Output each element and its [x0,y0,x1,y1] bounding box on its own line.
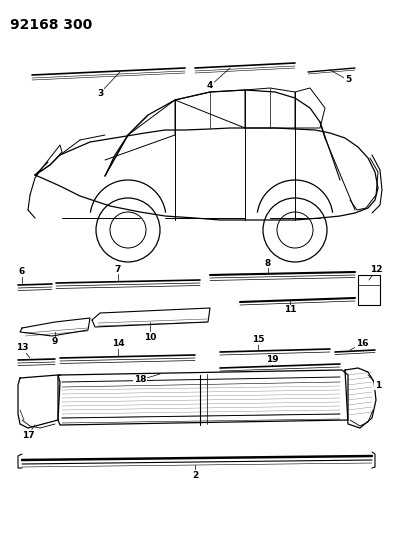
Text: 12: 12 [370,265,382,274]
Text: 6: 6 [19,268,25,277]
Text: 1: 1 [375,381,381,390]
Text: 11: 11 [284,305,296,314]
Bar [358,275,380,305]
Text: 16: 16 [356,340,368,349]
Text: 14: 14 [112,340,124,349]
Text: 4: 4 [207,82,213,91]
Text: 19: 19 [266,356,278,365]
Text: 13: 13 [16,343,28,352]
Text: 3: 3 [97,88,103,98]
Text: 7: 7 [115,264,121,273]
Text: 15: 15 [252,335,264,344]
Text: 9: 9 [52,337,58,346]
Text: 2: 2 [192,471,198,480]
Text: 17: 17 [22,431,34,440]
Text: 92168 300: 92168 300 [10,18,92,32]
Text: 8: 8 [265,259,271,268]
Text: 10: 10 [144,333,156,342]
Text: 18: 18 [134,376,146,384]
Text: 5: 5 [345,76,351,85]
